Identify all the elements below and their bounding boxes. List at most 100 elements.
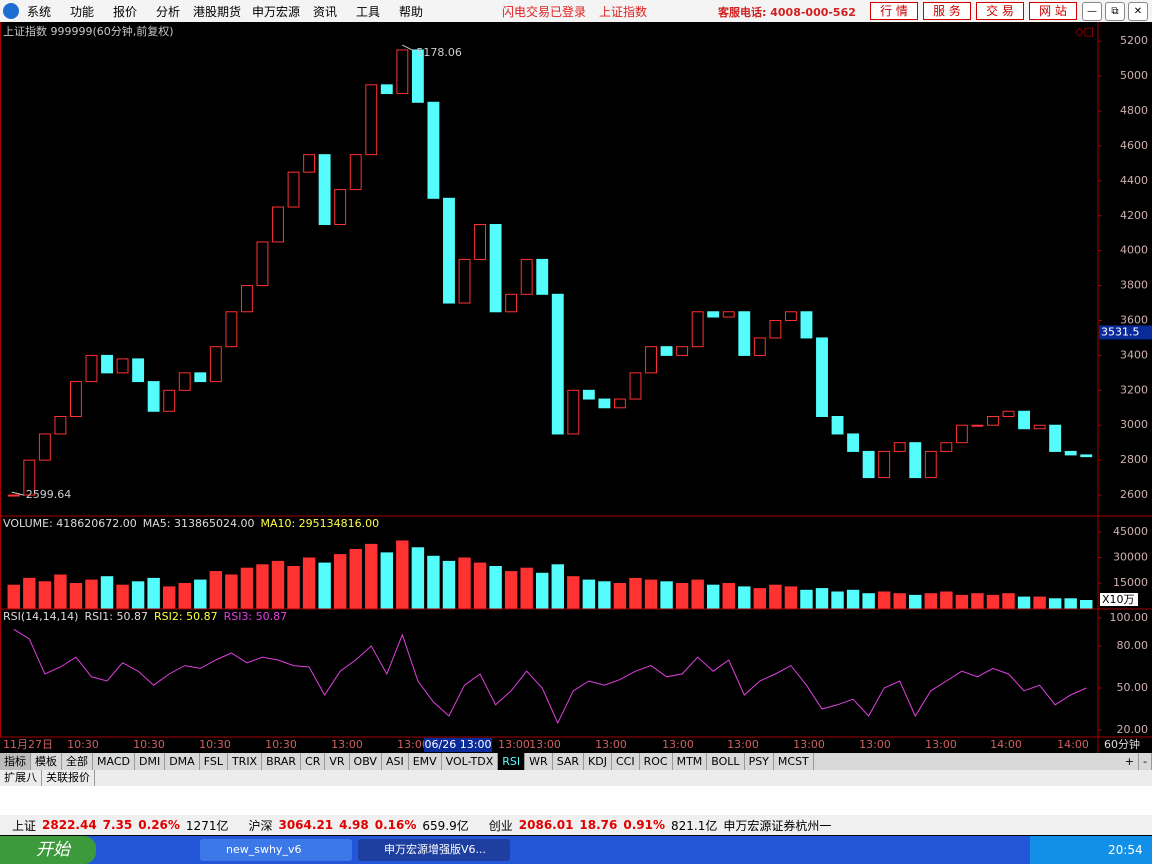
indicator-tab[interactable]: OBV: [350, 753, 382, 770]
candle: [878, 450, 891, 479]
volume-bar: [380, 552, 394, 609]
indicator-tab[interactable]: ROC: [640, 753, 673, 770]
chart-bg: [0, 22, 1152, 753]
menu-item[interactable]: 功能: [70, 5, 95, 19]
indicator-tab[interactable]: DMI: [135, 753, 166, 770]
window-button[interactable]: ⧉: [1105, 2, 1125, 21]
tab-control[interactable]: -: [1139, 753, 1152, 770]
volume-bar: [753, 588, 767, 609]
ext-tab[interactable]: 扩展八: [0, 770, 42, 786]
window-button[interactable]: —: [1082, 2, 1102, 21]
status-item: 7.35: [102, 818, 133, 832]
indicator-tab[interactable]: CCI: [612, 753, 640, 770]
menu-button[interactable]: 交 易: [976, 2, 1024, 20]
volume-bar: [691, 579, 704, 609]
menu-button[interactable]: 行 情: [870, 2, 918, 20]
candle: [489, 223, 502, 313]
indicator-tab[interactable]: MCST: [774, 753, 814, 770]
x-tick-label: 13:00: [662, 738, 694, 751]
menu-item[interactable]: 工具: [356, 5, 381, 19]
volume-bar: [1002, 593, 1015, 609]
indicator-tab[interactable]: EMV: [409, 753, 442, 770]
unit-box: [1100, 593, 1138, 606]
window-button[interactable]: ✕: [1128, 2, 1148, 21]
y-tick-label: 2600: [1120, 488, 1148, 501]
indicator-tab[interactable]: VR: [325, 753, 350, 770]
y-tick-label: 3600: [1120, 313, 1148, 326]
y-tick-label: 4000: [1120, 244, 1148, 257]
candle: [116, 358, 129, 374]
low-pointer: [11, 491, 24, 496]
indicator-tab[interactable]: PSY: [745, 753, 774, 770]
rsi-header: RSI2: 50.87: [154, 610, 218, 623]
indicator-tab[interactable]: MTM: [673, 753, 708, 770]
candle: [287, 171, 300, 208]
task-button[interactable]: 申万宏源增强版V6...: [358, 839, 510, 861]
volume-bar: [100, 576, 114, 609]
indicator-tab[interactable]: FSL: [200, 753, 228, 770]
menu-item[interactable]: 分析: [156, 5, 181, 19]
menu-item[interactable]: 资讯: [313, 5, 338, 19]
candle: [582, 389, 595, 400]
volume-bar: [924, 593, 938, 609]
menu-button[interactable]: 网 站: [1029, 2, 1077, 20]
y-tick-label: 3000: [1120, 418, 1148, 431]
status-item: 0.16%: [374, 818, 417, 832]
status-item: 上证: [12, 818, 37, 833]
volume-bar: [909, 594, 922, 609]
indicator-tab[interactable]: WR: [525, 753, 553, 770]
menu-item[interactable]: 帮助: [399, 5, 424, 19]
indicator-tab[interactable]: 指标: [0, 753, 31, 770]
indicator-tab[interactable]: CR: [301, 753, 326, 770]
candle: [396, 49, 409, 95]
menu-item[interactable]: 系统: [27, 5, 52, 19]
volume-bar: [815, 588, 829, 609]
menu-item[interactable]: 报价: [113, 5, 138, 19]
candle: [567, 389, 580, 435]
candle: [101, 354, 113, 374]
indicator-tab[interactable]: 模板: [31, 753, 62, 770]
app-icon: [3, 3, 19, 19]
x-tick-label: 13:00: [859, 738, 891, 751]
tab-control[interactable]: +: [1121, 753, 1140, 770]
task-button[interactable]: new_swhy_v6: [200, 839, 352, 861]
candle: [178, 372, 191, 391]
candle: [847, 433, 860, 452]
crosshair-box: [424, 738, 492, 752]
menu-item[interactable]: 申万宏源: [252, 5, 301, 19]
candle: [209, 346, 222, 383]
indicator-tab[interactable]: VOL-TDX: [442, 753, 499, 770]
indicator-tab[interactable]: MACD: [93, 753, 135, 770]
extension-tabs: 扩展八 关联报价: [0, 770, 1152, 786]
volume-header: MA10: 295134816.00: [260, 517, 379, 530]
y-tick-label: 100.00: [1110, 611, 1149, 624]
candle: [520, 258, 533, 295]
candle: [769, 319, 782, 339]
indicator-tab[interactable]: 全部: [62, 753, 93, 770]
y-tick-label: 3400: [1120, 348, 1148, 361]
indicator-tab[interactable]: ASI: [382, 753, 409, 770]
rsi-header: RSI3: 50.87: [224, 610, 288, 623]
start-button[interactable]: 开始: [0, 836, 96, 864]
volume-bar: [131, 581, 145, 609]
status-item: 821.1亿: [671, 818, 718, 833]
candle: [893, 442, 906, 452]
status-item: 3064.21: [278, 818, 334, 832]
indicator-tab[interactable]: SAR: [553, 753, 585, 770]
indicator-tab[interactable]: RSI: [498, 753, 526, 770]
ext-tab[interactable]: 关联报价: [42, 770, 95, 786]
indicator-tab[interactable]: DMA: [165, 753, 200, 770]
indicator-tab[interactable]: TRIX: [228, 753, 263, 770]
volume-bar: [1048, 598, 1062, 609]
indicator-tab[interactable]: BRAR: [262, 753, 302, 770]
volume-bar: [271, 560, 285, 609]
x-tick-label: 13:00: [595, 738, 627, 751]
x-tick-label: 13:00: [529, 738, 561, 751]
candle: [660, 346, 673, 356]
indicator-tab[interactable]: KDJ: [584, 753, 612, 770]
indicator-tab[interactable]: BOLL: [707, 753, 745, 770]
menu-button[interactable]: 服 务: [923, 2, 971, 20]
menu-item[interactable]: 港股期货: [193, 5, 242, 19]
clock: 20:54: [1108, 843, 1143, 857]
volume-bar: [1017, 596, 1031, 609]
